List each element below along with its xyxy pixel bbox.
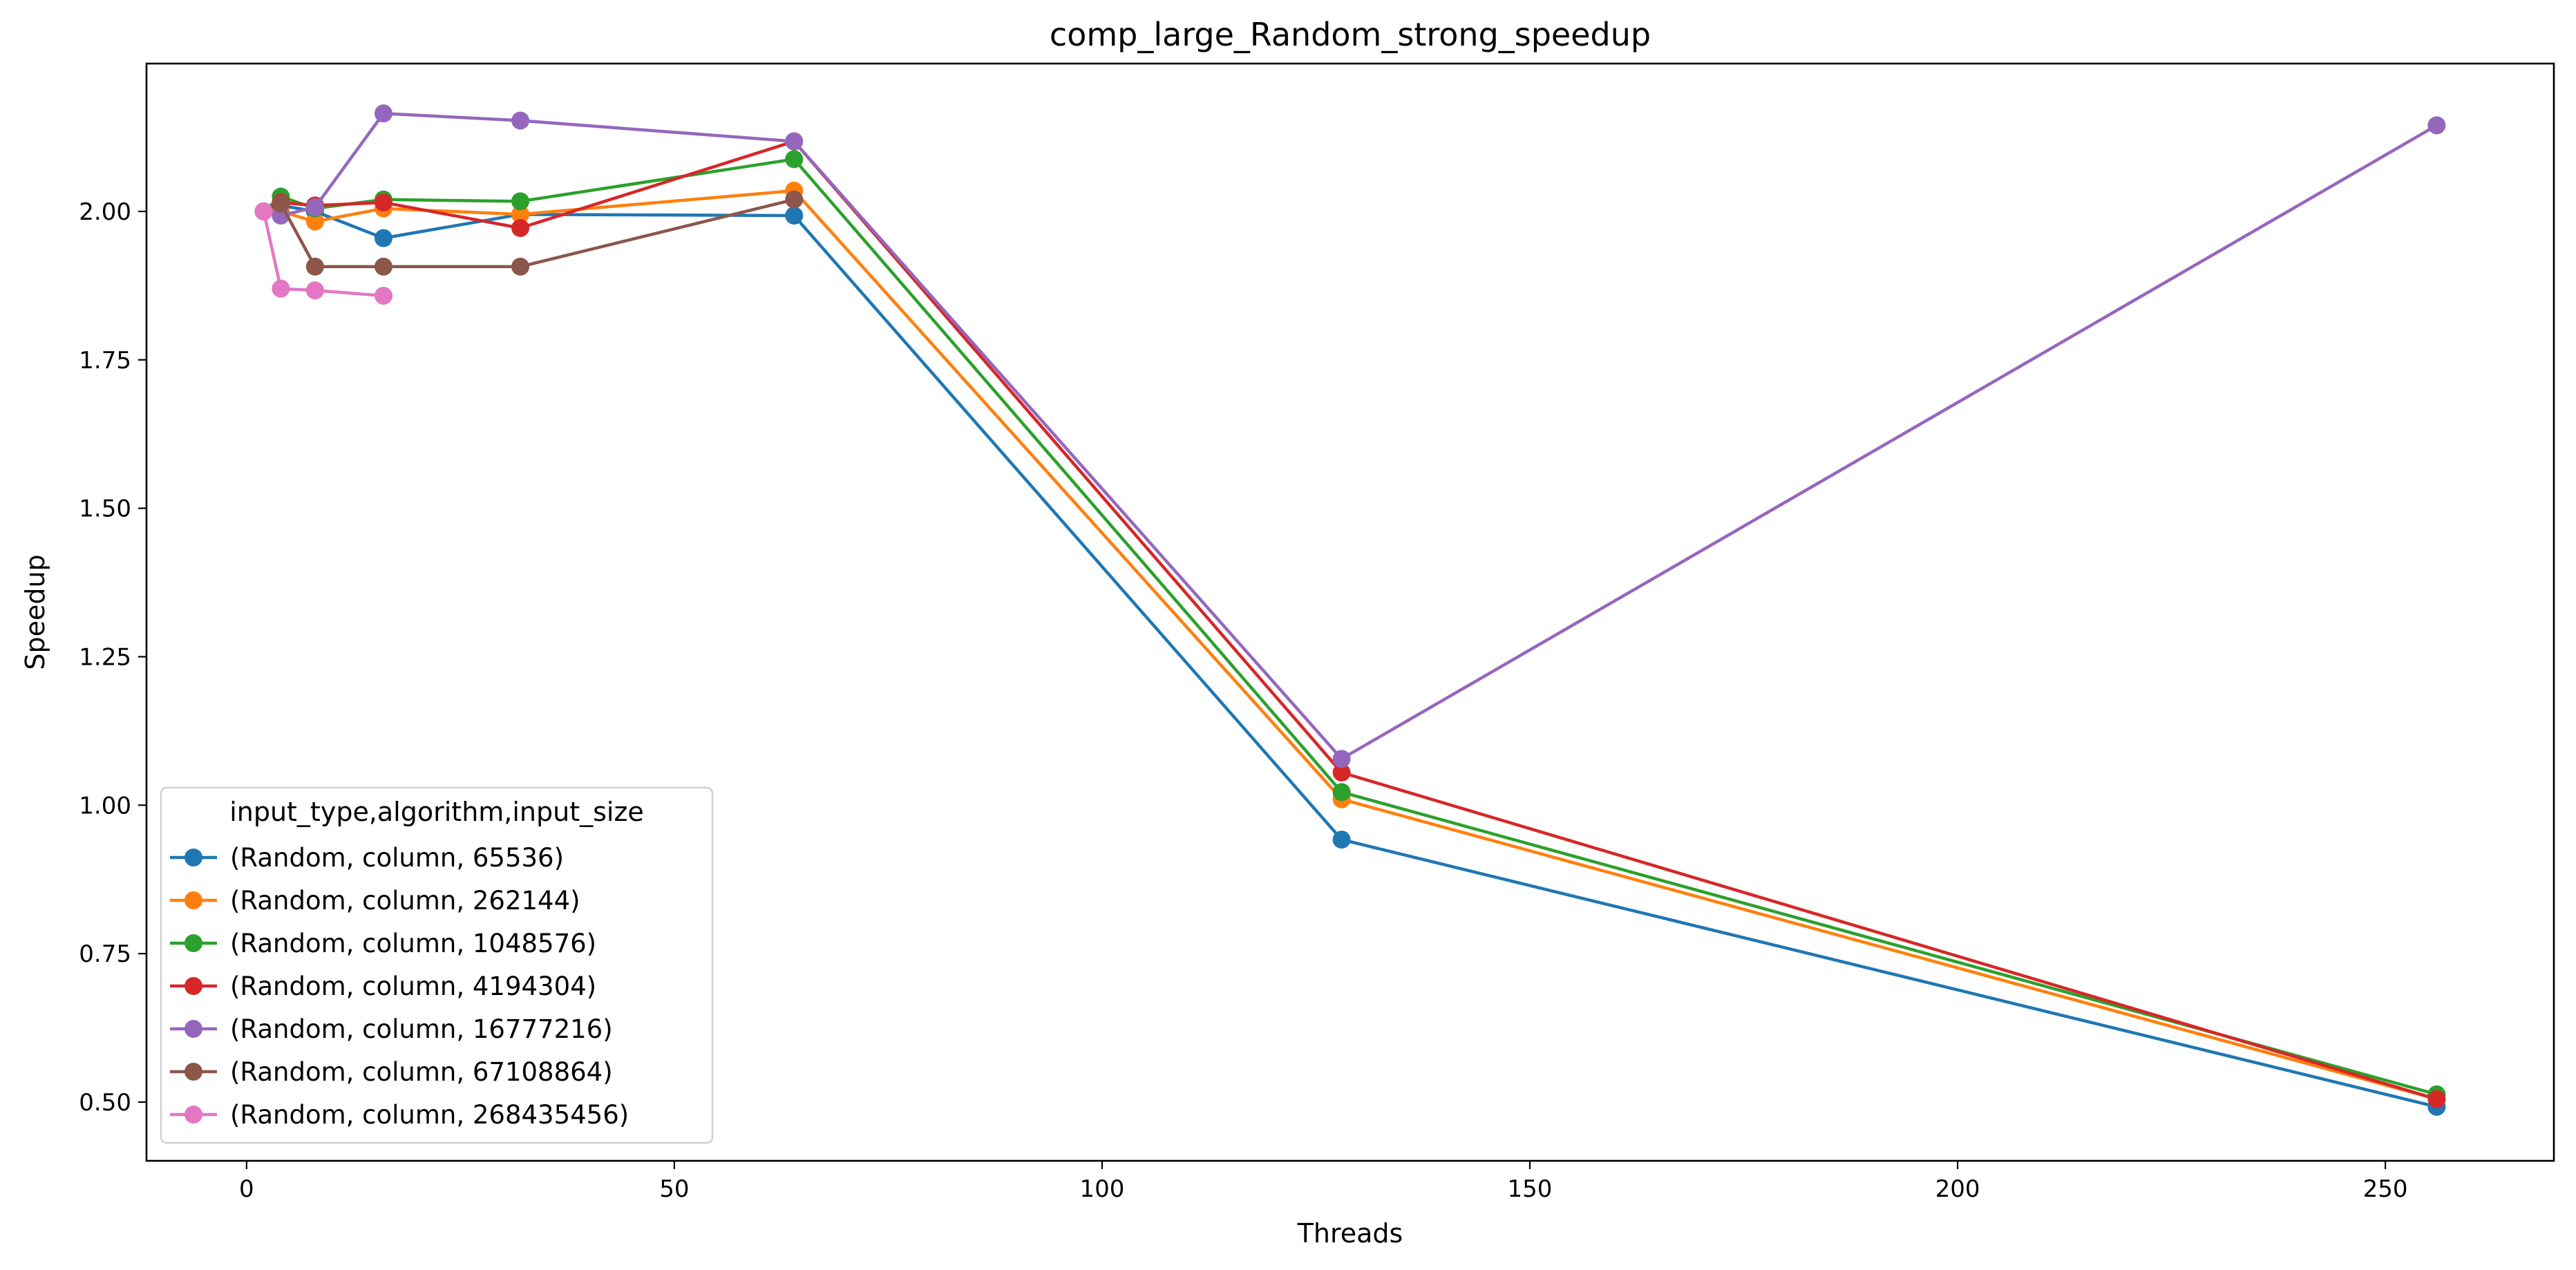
data-point <box>272 279 290 298</box>
legend-marker-swatch <box>184 1106 202 1124</box>
legend-entry: (Random, column, 4194304) <box>170 972 596 1001</box>
legend-label: (Random, column, 262144) <box>230 886 580 916</box>
data-point <box>1332 783 1351 802</box>
data-point <box>1332 764 1351 782</box>
series-line <box>262 209 386 298</box>
data-point <box>374 104 392 123</box>
data-point <box>785 206 804 225</box>
data-point <box>374 193 392 212</box>
legend-marker-swatch <box>184 849 202 866</box>
y-tick-label: 0.50 <box>79 1089 131 1117</box>
data-point <box>785 150 804 169</box>
y-tick-label: 0.75 <box>79 940 131 968</box>
y-tick-label: 1.50 <box>79 495 131 523</box>
y-axis-label: Speedup <box>20 554 50 670</box>
data-point <box>511 192 530 211</box>
x-tick-label: 50 <box>659 1175 689 1203</box>
data-point <box>511 205 530 224</box>
legend-label: (Random, column, 67108864) <box>230 1057 613 1087</box>
plot-area-frame <box>145 62 2555 1162</box>
legend-entry: (Random, column, 1048576) <box>170 929 596 958</box>
legend-marker-swatch <box>184 1063 202 1081</box>
chart-title: comp_large_Random_strong_speedup <box>1050 16 1651 53</box>
data-point <box>374 257 392 276</box>
data-point <box>511 219 530 238</box>
legend-entry: (Random, column, 16777216) <box>170 1014 613 1044</box>
legend-label: (Random, column, 268435456) <box>230 1100 629 1130</box>
data-point <box>1332 750 1351 768</box>
data-point <box>2427 1090 2446 1108</box>
legend-marker-swatch <box>184 1020 202 1038</box>
legend-entry: (Random, column, 65536) <box>170 843 564 873</box>
y-tick-label: 1.25 <box>79 643 131 671</box>
data-point <box>305 257 324 276</box>
data-point <box>511 257 530 276</box>
x-axis-label: Threads <box>1297 1218 1403 1249</box>
legend-label: (Random, column, 4194304) <box>230 972 596 1001</box>
series-7 <box>254 202 392 305</box>
legend-marker-swatch <box>184 977 202 995</box>
legend-label: (Random, column, 1048576) <box>230 929 596 958</box>
legend-entries: (Random, column, 65536) (Random, column, … <box>170 843 629 1130</box>
legend-marker-swatch <box>184 891 202 909</box>
data-point <box>374 286 392 305</box>
x-tick-label: 250 <box>2363 1175 2408 1203</box>
x-tick-label: 0 <box>239 1175 254 1203</box>
data-point <box>785 132 804 151</box>
data-point <box>374 229 392 247</box>
data-point <box>305 198 324 216</box>
x-axis: 0 50 100 150 200 250 <box>239 1161 2408 1203</box>
legend-box <box>160 786 714 1144</box>
y-axis: 0.50 0.75 1.00 1.25 1.50 1.75 2.00 <box>79 198 146 1117</box>
y-tick-label: 2.00 <box>79 198 131 226</box>
data-point <box>254 202 273 220</box>
y-tick-label: 1.75 <box>79 347 131 375</box>
legend-marker-swatch <box>184 934 202 952</box>
legend-label: (Random, column, 16777216) <box>230 1014 613 1044</box>
legend-title: input_type,algorithm,input_size <box>229 797 644 827</box>
legend: input_type,algorithm,input_size (Random,… <box>160 786 714 1144</box>
data-point <box>2427 116 2446 135</box>
y-tick-label: 1.00 <box>79 792 131 819</box>
data-point <box>305 212 324 231</box>
data-point <box>511 111 530 130</box>
legend-label: (Random, column, 65536) <box>230 843 564 873</box>
legend-entry: (Random, column, 67108864) <box>170 1057 613 1087</box>
x-tick-label: 200 <box>1935 1175 1980 1203</box>
data-point <box>1332 831 1351 849</box>
x-tick-label: 150 <box>1508 1175 1553 1203</box>
series-layer <box>254 104 2446 1116</box>
data-point <box>785 190 804 209</box>
x-tick-label: 100 <box>1079 1175 1124 1203</box>
data-point <box>305 281 324 300</box>
legend-entry: (Random, column, 268435456) <box>170 1100 629 1130</box>
legend-entry: (Random, column, 262144) <box>170 886 580 916</box>
data-point <box>272 194 290 213</box>
